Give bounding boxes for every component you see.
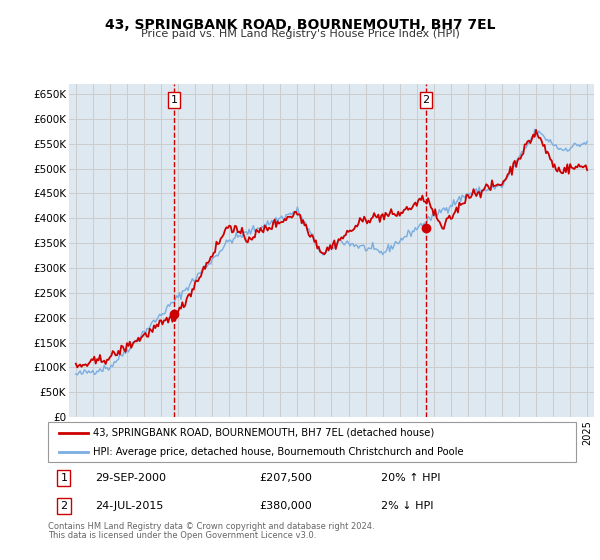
Text: This data is licensed under the Open Government Licence v3.0.: This data is licensed under the Open Gov…	[48, 531, 316, 540]
Text: 43, SPRINGBANK ROAD, BOURNEMOUTH, BH7 7EL: 43, SPRINGBANK ROAD, BOURNEMOUTH, BH7 7E…	[105, 18, 495, 32]
Text: 1: 1	[61, 473, 67, 483]
Text: 1: 1	[170, 95, 178, 105]
Text: 2% ↓ HPI: 2% ↓ HPI	[380, 501, 433, 511]
Text: 2: 2	[60, 501, 67, 511]
Text: 20% ↑ HPI: 20% ↑ HPI	[380, 473, 440, 483]
Text: 2: 2	[422, 95, 430, 105]
Text: £380,000: £380,000	[259, 501, 312, 511]
Text: £207,500: £207,500	[259, 473, 312, 483]
Text: Contains HM Land Registry data © Crown copyright and database right 2024.: Contains HM Land Registry data © Crown c…	[48, 522, 374, 531]
Text: 43, SPRINGBANK ROAD, BOURNEMOUTH, BH7 7EL (detached house): 43, SPRINGBANK ROAD, BOURNEMOUTH, BH7 7E…	[93, 428, 434, 437]
Text: 29-SEP-2000: 29-SEP-2000	[95, 473, 167, 483]
Text: Price paid vs. HM Land Registry's House Price Index (HPI): Price paid vs. HM Land Registry's House …	[140, 29, 460, 39]
Text: 24-JUL-2015: 24-JUL-2015	[95, 501, 164, 511]
Text: HPI: Average price, detached house, Bournemouth Christchurch and Poole: HPI: Average price, detached house, Bour…	[93, 447, 464, 457]
